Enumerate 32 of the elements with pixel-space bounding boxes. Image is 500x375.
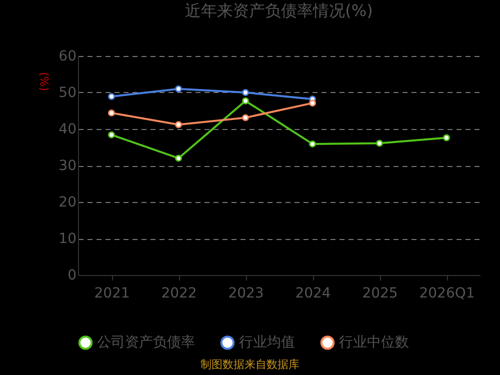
legend-label: 公司资产负债率	[97, 334, 195, 351]
y-axis-title: (%)	[38, 72, 50, 92]
legend-label: 行业均值	[239, 334, 295, 351]
point	[175, 154, 182, 162]
point	[175, 121, 182, 128]
y-tick-label: 0	[68, 268, 76, 284]
point	[443, 134, 450, 142]
y-tick-label: 50	[58, 85, 76, 101]
point	[309, 100, 316, 107]
x-tick-label: 2023	[228, 286, 264, 302]
point	[108, 109, 115, 116]
point	[242, 97, 249, 104]
point	[242, 89, 249, 96]
chart-title: 近年来资产负债率情况(%)	[185, 1, 373, 20]
point	[242, 114, 249, 122]
text: 制图数据来自数据库	[200, 357, 300, 372]
y-tick-label: 10	[58, 231, 76, 247]
x-tick-label: 2021	[94, 286, 130, 302]
legend-label: 行业中位数	[339, 334, 409, 351]
y-tick-label: 30	[58, 158, 76, 174]
point	[108, 131, 115, 138]
y-tick-label: 60	[58, 48, 76, 64]
x-tick-label: 2024	[295, 286, 331, 302]
y-tick-label: 20	[58, 194, 76, 210]
point	[175, 85, 182, 92]
x-tick-label: 2025	[362, 286, 398, 302]
x-tick-label: 2026Q1	[419, 286, 475, 302]
point	[376, 140, 383, 147]
x-tick-label: 2022	[161, 286, 197, 302]
point	[309, 140, 316, 148]
y-tick-label: 40	[58, 122, 76, 138]
point	[108, 93, 115, 100]
